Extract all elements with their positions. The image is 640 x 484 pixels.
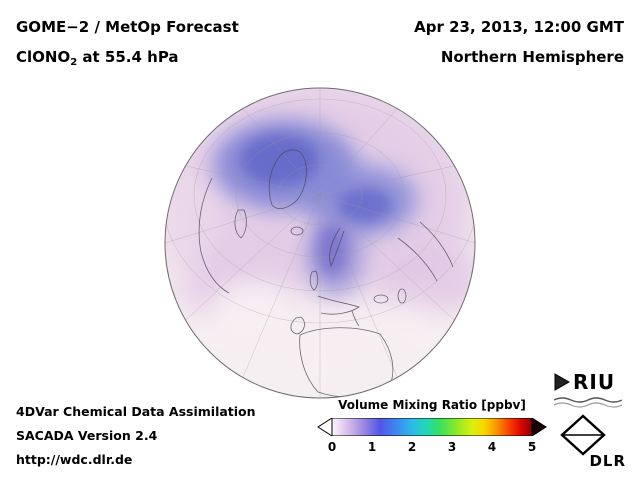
tick-0: 0 — [327, 440, 337, 454]
riu-logo: RIU — [553, 370, 626, 413]
colorbar-ticks: 0 1 2 3 4 5 — [316, 440, 548, 456]
colorbar-left-arrow — [317, 418, 333, 436]
tick-4: 4 — [487, 440, 497, 454]
header-left: GOME−2 / MetOp Forecast ClONO2 at 55.4 h… — [16, 12, 239, 78]
region-text: Northern Hemisphere — [440, 48, 624, 66]
coastlines — [198, 149, 454, 398]
colorbar-scale — [317, 418, 547, 436]
globe-rim — [164, 87, 476, 399]
dlr-emblem-icon — [560, 414, 606, 456]
footer-credits: 4DVar Chemical Data Assimilation SACADA … — [16, 400, 256, 472]
date-text: Apr 23, 2013, 12:00 GMT — [414, 18, 624, 36]
species-level-title: ClONO2 at 55.4 hPa — [16, 48, 179, 68]
riu-text: RIU — [573, 370, 616, 394]
forecast-title: GOME−2 / MetOp Forecast — [16, 18, 239, 36]
subscript-2: 2 — [70, 57, 78, 68]
assimilation-text: 4DVar Chemical Data Assimilation — [16, 404, 256, 419]
riu-triangle-icon — [554, 373, 570, 391]
riu-waves-icon — [553, 397, 623, 408]
globe-base — [165, 88, 475, 398]
version-text: SACADA Version 2.4 — [16, 428, 158, 443]
colorbar: Volume Mixing Ratio [ppbv] 0 1 2 3 4 5 — [316, 398, 548, 460]
tick-2: 2 — [407, 440, 417, 454]
tick-3: 3 — [447, 440, 457, 454]
dlr-text: DLR — [589, 452, 626, 470]
dlr-logo: DLR — [560, 414, 626, 470]
colorbar-right-arrow — [531, 418, 547, 436]
header-right: Apr 23, 2013, 12:00 GMT Northern Hemisph… — [414, 12, 624, 72]
colorbar-title: Volume Mixing Ratio [ppbv] — [338, 398, 526, 412]
colorbar-gradient — [331, 418, 533, 436]
tick-1: 1 — [367, 440, 377, 454]
tick-5: 5 — [527, 440, 537, 454]
url-text: http://wdc.dlr.de — [16, 452, 133, 467]
graticule — [165, 88, 475, 398]
